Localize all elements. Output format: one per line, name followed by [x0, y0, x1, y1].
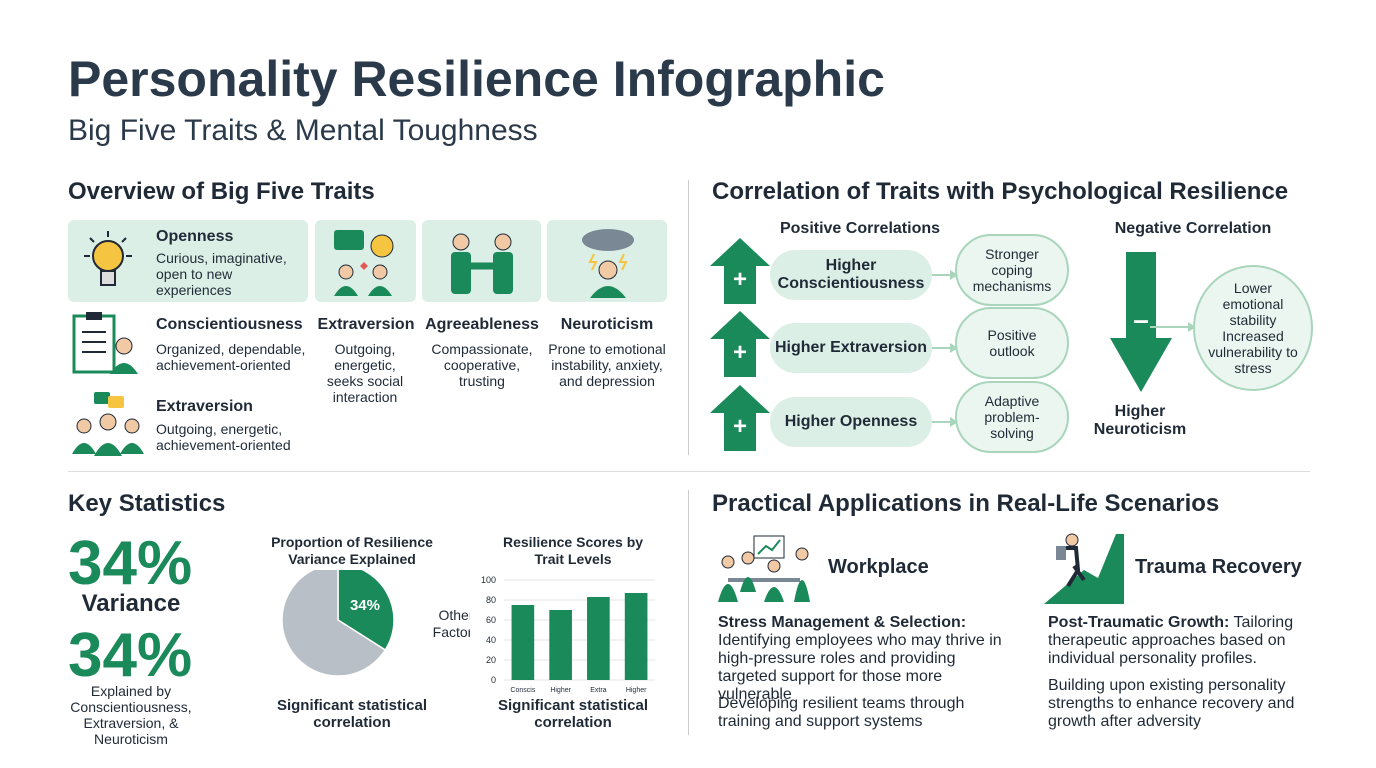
outcome-circle: Lower emotional stability Increased vuln…	[1193, 265, 1313, 391]
stat-value: 34%	[68, 529, 193, 598]
application-title: Workplace	[828, 556, 929, 578]
chart-caption: Significant statistical correlation	[497, 697, 649, 731]
clipboard-icon	[72, 312, 138, 374]
application-lead: Post-Traumatic Growth:	[1048, 614, 1230, 631]
application-extra: Building upon existing personality stren…	[1048, 677, 1295, 730]
sign: –	[1133, 304, 1149, 335]
application-lead: Stress Management & Selection:	[718, 614, 967, 631]
stat-label: Variance	[81, 590, 181, 617]
trait-pill: Higher Openness	[770, 397, 932, 447]
y-tick-label: 100	[481, 575, 496, 585]
column-heading: Negative Correlation	[1114, 220, 1272, 237]
bar-chart: 0 20 40 60 80 100 Conscis Higher Extra Higher	[481, 575, 655, 694]
connector	[932, 270, 958, 280]
storm-icon	[582, 229, 634, 298]
section-heading: Practical Applications in Real-Life Scen…	[712, 490, 1220, 517]
chart-title: Resilience Scores by Trait Levels	[502, 534, 644, 567]
divider	[68, 471, 1310, 472]
application-extra: Developing resilient teams through train…	[718, 695, 965, 730]
section-heading: Key Statistics	[68, 490, 226, 517]
connector-head	[950, 417, 958, 427]
climb-icon	[1044, 533, 1124, 604]
y-tick-label: 40	[486, 635, 496, 645]
x-tick-label: Higher	[626, 687, 647, 694]
divider	[688, 490, 689, 735]
trait-description: Outgoing, energetic, achievement-oriente…	[156, 421, 291, 453]
pie-chart: 34% OtherFactors	[281, 570, 470, 677]
y-tick-label: 0	[491, 675, 496, 685]
trait-name: Extraversion	[156, 398, 253, 415]
divider	[688, 180, 689, 455]
trait-name: Agreeableness	[425, 316, 539, 333]
bulb-icon	[84, 231, 132, 286]
sign: +	[732, 339, 747, 366]
chart-caption: Significant statistical correlation	[276, 697, 428, 731]
connector-head	[950, 270, 958, 280]
connector-head	[950, 343, 958, 353]
trait-pill: Higher Conscientiousness	[770, 250, 932, 300]
chat-icon	[334, 230, 394, 296]
bar	[549, 610, 572, 680]
arrow-shape	[710, 385, 770, 451]
trait-description: Compassionate, cooperative, trusting	[431, 341, 533, 389]
slice-category: OtherFactors	[433, 607, 470, 640]
column-heading: Positive Correlations	[779, 220, 941, 237]
arrow-shape	[710, 238, 770, 304]
trait-description: Prone to emotional instability, anxiety,…	[548, 341, 666, 389]
stat-label: Explained by Conscientiousness, Extraver…	[70, 683, 192, 747]
workplace-icon	[718, 535, 810, 602]
pie-slice	[281, 570, 387, 677]
down-arrow	[1110, 252, 1172, 392]
section-heading: Overview of Big Five Traits	[68, 178, 375, 205]
trait-name: Neuroticism	[560, 316, 654, 333]
up-arrow	[710, 238, 770, 304]
bar	[587, 597, 610, 680]
trait-description: Outgoing, energetic, seeks social intera…	[326, 341, 404, 405]
pie-slice	[337, 570, 395, 652]
trait-pill: Higher Extraversion	[770, 323, 932, 373]
application-title: Trauma Recovery	[1135, 556, 1302, 578]
outcome-circle: Adaptive problem-solving	[955, 381, 1069, 453]
x-tick-label: Extra	[590, 687, 606, 694]
connector	[932, 343, 958, 353]
stat-value: 34%	[68, 621, 193, 690]
slice-label: 34%	[350, 597, 380, 614]
bar	[624, 593, 648, 680]
up-arrow	[710, 385, 770, 451]
sign: +	[732, 413, 747, 440]
trait-card	[422, 220, 541, 302]
connector	[1150, 322, 1196, 332]
group-icon	[72, 392, 144, 456]
application-text: Identifying employees who may thrive in …	[718, 632, 1002, 703]
y-tick-label: 80	[486, 595, 496, 605]
outcome-circle: Stronger coping mechanisms	[955, 234, 1069, 306]
trait-name: Extraversion	[317, 316, 415, 333]
x-tick-label: Higher	[550, 687, 571, 694]
connector	[932, 417, 958, 427]
trait-label: Higher Neuroticism	[1093, 403, 1187, 438]
trait-description: Organized, dependable, achievement-orien…	[156, 341, 306, 373]
y-tick-label: 20	[486, 655, 496, 665]
handshake-icon	[451, 233, 513, 294]
outcome-circle: Positive outlook	[955, 307, 1069, 379]
title: Personality Resilience Infographic	[68, 51, 885, 107]
subtitle: Big Five Traits & Mental Toughness	[68, 114, 538, 147]
sign: +	[732, 266, 747, 293]
trait-name: Openness	[156, 228, 234, 245]
x-tick-label: Conscis	[510, 687, 535, 694]
up-arrow	[710, 311, 770, 377]
y-tick-label: 60	[486, 615, 496, 625]
trait-card	[315, 220, 416, 302]
arrow-shape	[710, 311, 770, 377]
application-text: Tailoring therapeutic approaches based o…	[1048, 614, 1294, 667]
section-heading: Correlation of Traits with Psychological…	[712, 178, 1289, 205]
trait-description: Curious, imaginative, open to new experi…	[156, 250, 287, 298]
bar	[511, 605, 535, 680]
trait-name: Conscientiousness	[156, 316, 303, 333]
chart-title: Proportion of Resilience Variance Explai…	[271, 534, 433, 567]
